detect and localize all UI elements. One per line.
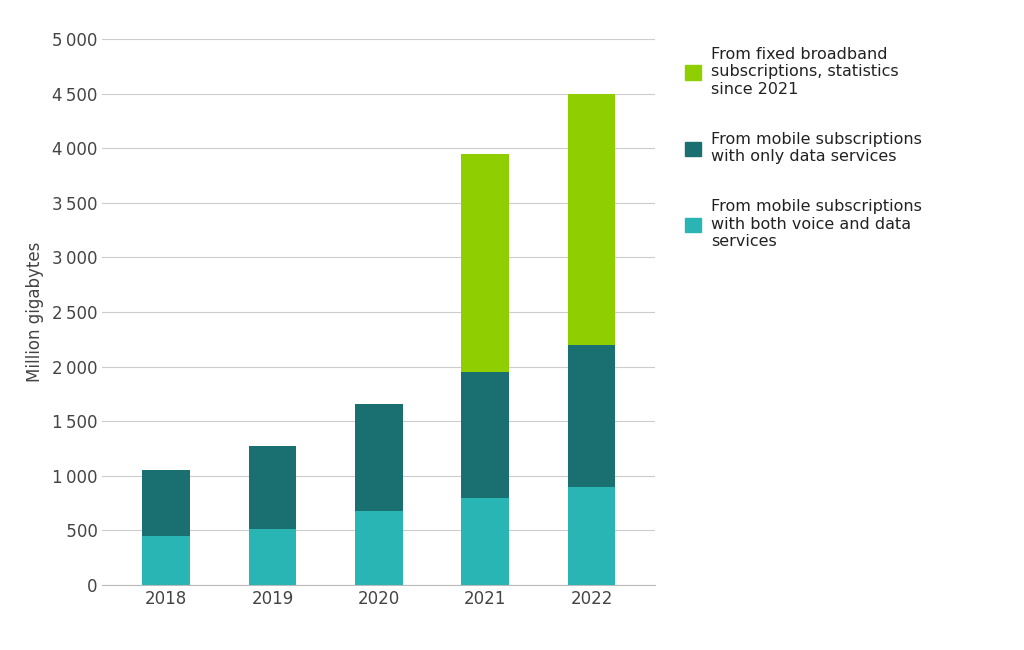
Bar bbox=[355, 511, 402, 585]
Bar bbox=[249, 529, 297, 585]
Bar bbox=[142, 536, 190, 585]
Bar bbox=[142, 471, 190, 536]
Bar bbox=[461, 153, 509, 372]
Bar bbox=[567, 487, 615, 585]
Bar bbox=[567, 94, 615, 344]
Legend: From fixed broadband
subscriptions, statistics
since 2021, From mobile subscript: From fixed broadband subscriptions, stat… bbox=[685, 47, 922, 249]
Y-axis label: Million gigabytes: Million gigabytes bbox=[26, 242, 44, 382]
Bar bbox=[461, 372, 509, 498]
Bar bbox=[355, 404, 402, 511]
Bar bbox=[249, 447, 297, 529]
Bar bbox=[567, 344, 615, 487]
Bar bbox=[461, 498, 509, 585]
